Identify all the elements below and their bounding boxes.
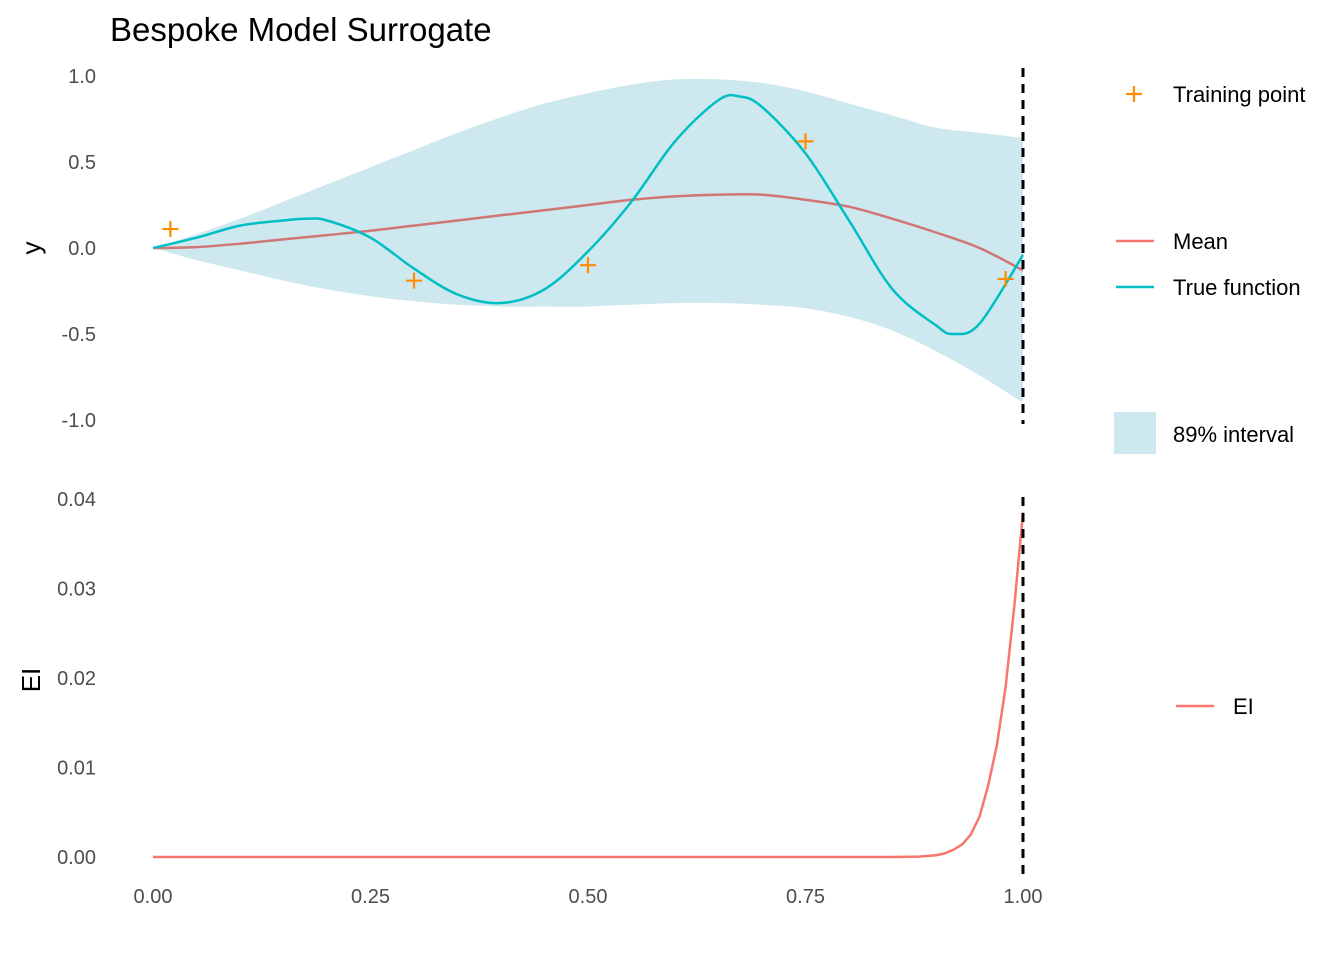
ei-tick-label: 0.04 [57,489,96,511]
training-point-marker [797,133,814,150]
legend-item-true-function: True function [1116,275,1301,300]
legend-label-training-point: Training point [1173,82,1305,107]
y-tick-label: -0.5 [62,324,96,346]
legend-label-interval: 89% interval [1173,422,1294,447]
ei-lines [153,512,1025,859]
ei-axis-title: EI [16,668,46,693]
x-tick-labels: 0.00 0.25 0.50 0.75 1.00 [134,886,1043,908]
training-points [162,133,1014,289]
interval-band-group [153,78,1023,403]
legend-item-mean: Mean [1116,229,1228,254]
ei-tick-label: 0.03 [57,579,96,601]
true-function-line [152,93,1025,336]
x-tick-label: 0.50 [569,886,608,908]
y-tick-label: -1.0 [62,410,96,432]
x-tick-label: 1.00 [1004,886,1043,908]
interval-band [153,78,1023,403]
y-axis-title: y [16,242,46,255]
legend-item-interval: 89% interval [1114,412,1294,454]
ei-tick-label: 0.01 [57,758,96,780]
mean-line [152,192,1024,272]
legend-label-ei: EI [1233,694,1254,719]
chart-title: Bespoke Model Surrogate [110,11,492,48]
legend-label-true-function: True function [1173,275,1301,300]
ei-line [153,512,1025,859]
ei-tick-label: 0.02 [57,668,96,690]
training-point-marker [406,272,422,289]
training-point-marker [997,270,1014,287]
training-point-marker [580,257,596,274]
x-tick-label: 0.75 [786,886,825,908]
legend-item-ei: EI [1176,694,1254,719]
legend: Training point Mean True function 89% in… [1114,82,1305,719]
legend-interval-swatch [1114,412,1156,454]
legend-plus-icon [1126,86,1142,102]
acquisition-panel: EI 0.04 0.03 0.02 0.01 0.00 0.00 0.25 0.50 0.75… [16,489,1042,908]
surrogate-lines [152,93,1025,336]
surrogate-panel: y 1.0 0.5 0.0 -0.5 -1.0 [16,66,1025,432]
legend-label-mean: Mean [1173,229,1228,254]
y-tick-label: 0.0 [68,238,96,260]
legend-item-training-point: Training point [1126,82,1305,107]
training-point-marker [162,221,179,238]
ei-tick-labels: 0.04 0.03 0.02 0.01 0.00 [57,489,96,869]
y-tick-label: 1.0 [68,66,96,88]
x-tick-label: 0.00 [134,886,173,908]
y-tick-labels: 1.0 0.5 0.0 -0.5 -1.0 [62,66,96,432]
y-tick-label: 0.5 [68,152,96,174]
ei-tick-label: 0.00 [57,847,96,869]
x-tick-label: 0.25 [351,886,390,908]
